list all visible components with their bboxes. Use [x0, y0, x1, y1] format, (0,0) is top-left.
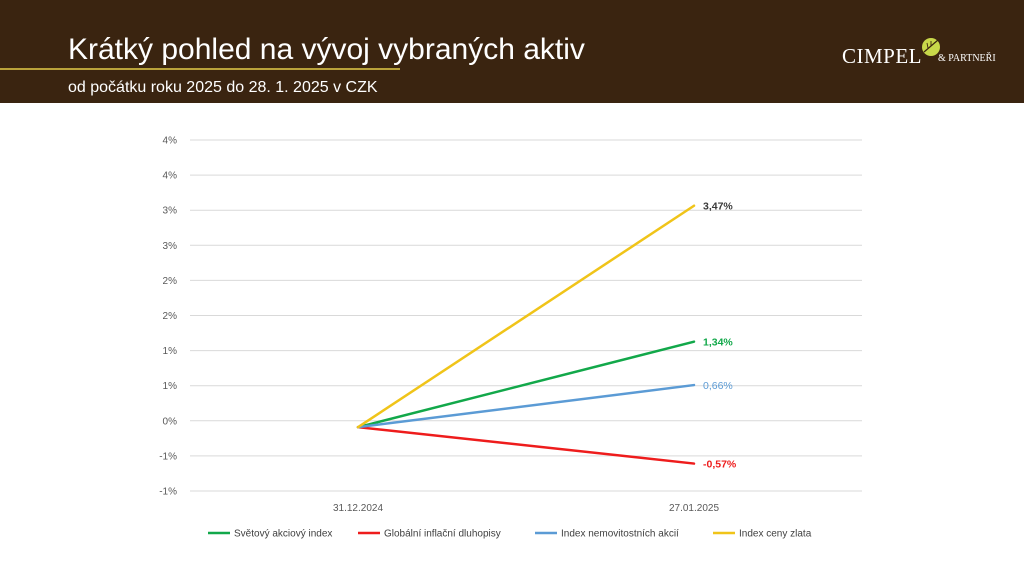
leaf-icon: [922, 38, 940, 56]
data-label: -0,57%: [703, 459, 737, 471]
y-tick-label: 3%: [163, 206, 178, 217]
x-tick-label: 31.12.2024: [333, 503, 383, 514]
y-tick-label: -1%: [159, 451, 177, 462]
y-axis-ticks: -1% -1% 0% 1% 1% 2% 2% 3% 3% 4% 4%: [159, 136, 177, 498]
x-tick-label: 27.01.2025: [669, 503, 719, 514]
logo-sub-text: & PARTNEŘI: [938, 53, 996, 64]
header-bar: Krátký pohled na vývoj vybraných aktiv o…: [0, 0, 1024, 103]
logo-main-text: CIMPEL: [842, 44, 923, 68]
y-tick-label: 2%: [163, 311, 178, 322]
y-tick-label: 4%: [163, 171, 178, 182]
series-line: [356, 425, 696, 465]
company-logo: CIMPEL & PARTNEŘI: [842, 38, 996, 72]
series-line: [356, 383, 696, 429]
legend-label: Index ceny zlata: [739, 529, 812, 540]
data-label: 3,47%: [703, 201, 733, 213]
legend-label: Index nemovitostních akcií: [561, 529, 679, 540]
x-axis-ticks: 31.12.2024 27.01.2025: [333, 503, 719, 514]
page-subtitle: od počátku roku 2025 do 28. 1. 2025 v CZ…: [68, 79, 378, 96]
chart-series: [356, 204, 696, 465]
y-tick-label: 4%: [163, 136, 178, 147]
y-tick-label: 3%: [163, 241, 178, 252]
line-chart: -1% -1% 0% 1% 1% 2% 2% 3% 3% 4% 4% 31.12.2024 27.01…: [159, 136, 862, 540]
chart-legend: Světový akciový index Globální inflační d…: [208, 529, 812, 540]
title-underline: [0, 68, 400, 70]
series-line: [356, 204, 696, 429]
legend-label: Světový akciový index: [234, 529, 332, 540]
legend-label: Globální inflační dluhopisy: [384, 529, 501, 540]
data-label: 1,34%: [703, 337, 733, 349]
chart-data-labels: 1,34% -0,57% 0,66% 3,47%: [703, 201, 737, 471]
y-tick-label: 0%: [163, 416, 178, 427]
series-line: [356, 340, 696, 429]
y-tick-label: 1%: [163, 346, 178, 357]
y-tick-label: -1%: [159, 487, 177, 498]
page-title: Krátký pohled na vývoj vybraných aktiv: [68, 33, 585, 66]
y-tick-label: 2%: [163, 276, 178, 287]
y-tick-label: 1%: [163, 381, 178, 392]
data-label: 0,66%: [703, 380, 733, 392]
